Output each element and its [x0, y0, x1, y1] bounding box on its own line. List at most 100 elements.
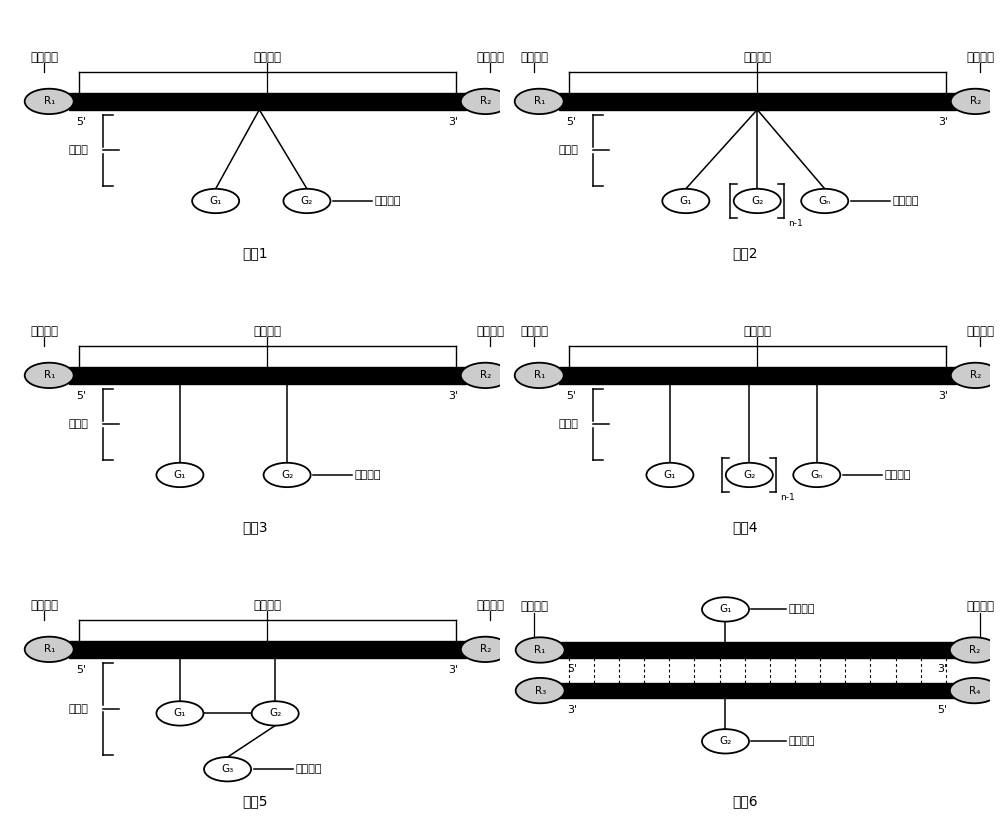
Circle shape — [461, 88, 510, 114]
Text: R₁: R₁ — [534, 371, 545, 380]
Text: R₁: R₁ — [534, 97, 545, 106]
Text: G₂: G₂ — [269, 708, 281, 718]
Text: 3': 3' — [448, 117, 458, 128]
Text: 反应基团: 反应基团 — [520, 325, 548, 338]
Circle shape — [734, 189, 781, 213]
Circle shape — [264, 463, 311, 488]
Bar — [69, 367, 466, 384]
Text: 5': 5' — [937, 704, 947, 715]
Circle shape — [950, 678, 999, 703]
Text: 反应位点: 反应位点 — [892, 196, 919, 206]
Circle shape — [515, 88, 564, 114]
Text: G₁: G₁ — [719, 605, 732, 614]
Text: 形式5: 形式5 — [242, 794, 268, 808]
Text: 5': 5' — [76, 665, 86, 675]
Circle shape — [25, 362, 74, 388]
Text: R₄: R₄ — [969, 685, 980, 695]
Text: 反应基团: 反应基团 — [30, 52, 58, 64]
Text: 3': 3' — [938, 117, 948, 128]
Text: 连接头: 连接头 — [559, 146, 578, 155]
Text: 连接头: 连接头 — [69, 146, 88, 155]
Text: 核苷酸链: 核苷酸链 — [253, 52, 281, 64]
Circle shape — [646, 463, 693, 488]
Text: 反应基团: 反应基团 — [966, 600, 994, 614]
Circle shape — [156, 701, 203, 726]
Text: 连接头: 连接头 — [559, 420, 578, 429]
Text: G₂: G₂ — [301, 196, 313, 206]
Text: G₂: G₂ — [743, 470, 755, 480]
Circle shape — [951, 88, 1000, 114]
Text: 形式1: 形式1 — [242, 246, 268, 260]
Text: 反应位点: 反应位点 — [884, 470, 911, 480]
Text: R₂: R₂ — [480, 97, 491, 106]
Bar — [559, 683, 956, 699]
Text: 3': 3' — [568, 704, 578, 715]
Text: R₂: R₂ — [970, 97, 981, 106]
Text: G₁: G₁ — [174, 470, 186, 480]
Text: 核苷酸链: 核苷酸链 — [253, 325, 281, 338]
Text: G₁: G₁ — [209, 196, 222, 206]
Circle shape — [204, 757, 251, 781]
Text: G₃: G₃ — [221, 764, 234, 774]
Circle shape — [156, 463, 203, 488]
Circle shape — [702, 597, 749, 622]
Text: 反应基团: 反应基团 — [966, 52, 994, 64]
Text: G₁: G₁ — [174, 708, 186, 718]
Circle shape — [702, 729, 749, 753]
Bar — [69, 93, 466, 110]
Text: G₁: G₁ — [680, 196, 692, 206]
Text: G₂: G₂ — [281, 470, 293, 480]
Circle shape — [516, 637, 565, 663]
Circle shape — [252, 701, 299, 726]
Text: R₂: R₂ — [480, 371, 491, 380]
Text: 反应位点: 反应位点 — [788, 736, 815, 746]
Text: R₂: R₂ — [480, 645, 491, 654]
Text: G₂: G₂ — [719, 736, 732, 746]
Circle shape — [950, 637, 999, 663]
Text: 形式6: 形式6 — [732, 794, 758, 808]
Text: 核苷酸链: 核苷酸链 — [253, 599, 281, 612]
Text: G₁: G₁ — [664, 470, 676, 480]
Text: 反应基团: 反应基团 — [966, 325, 994, 338]
Text: 3': 3' — [938, 391, 948, 402]
Text: R₃: R₃ — [535, 685, 546, 695]
Text: 反应基团: 反应基团 — [476, 599, 504, 612]
Text: 5': 5' — [566, 117, 576, 128]
Text: Gₙ: Gₙ — [811, 470, 823, 480]
Circle shape — [25, 636, 74, 662]
Text: R₁: R₁ — [44, 97, 55, 106]
Circle shape — [461, 362, 510, 388]
Text: 5': 5' — [568, 664, 578, 674]
Bar — [69, 641, 466, 658]
Text: R₁: R₁ — [44, 371, 55, 380]
Text: 3': 3' — [448, 391, 458, 402]
Text: R₁: R₁ — [44, 645, 55, 654]
Text: 反应位点: 反应位点 — [788, 605, 815, 614]
Text: 核苷酸链: 核苷酸链 — [743, 325, 771, 338]
Circle shape — [515, 362, 564, 388]
Text: 形式2: 形式2 — [732, 246, 758, 260]
Text: 反应基团: 反应基团 — [520, 600, 548, 614]
Text: 反应基团: 反应基团 — [520, 52, 548, 64]
Text: 反应位点: 反应位点 — [355, 470, 381, 480]
Text: 5': 5' — [566, 391, 576, 402]
Text: 反应位点: 反应位点 — [375, 196, 401, 206]
Text: n-1: n-1 — [780, 492, 795, 501]
Text: 反应位点: 反应位点 — [295, 764, 322, 774]
Text: 反应基团: 反应基团 — [476, 325, 504, 338]
Text: G₂: G₂ — [751, 196, 763, 206]
Text: 形式3: 形式3 — [242, 520, 268, 534]
Text: R₂: R₂ — [969, 645, 980, 655]
Circle shape — [192, 189, 239, 213]
Bar — [559, 93, 956, 110]
Text: 核苷酸链: 核苷酸链 — [743, 52, 771, 64]
Circle shape — [516, 678, 565, 703]
Circle shape — [951, 362, 1000, 388]
Circle shape — [793, 463, 840, 488]
Circle shape — [25, 88, 74, 114]
Text: R₂: R₂ — [970, 371, 981, 380]
Text: 反应基团: 反应基团 — [30, 325, 58, 338]
Circle shape — [662, 189, 709, 213]
Text: 反应基团: 反应基团 — [30, 599, 58, 612]
Circle shape — [726, 463, 773, 488]
